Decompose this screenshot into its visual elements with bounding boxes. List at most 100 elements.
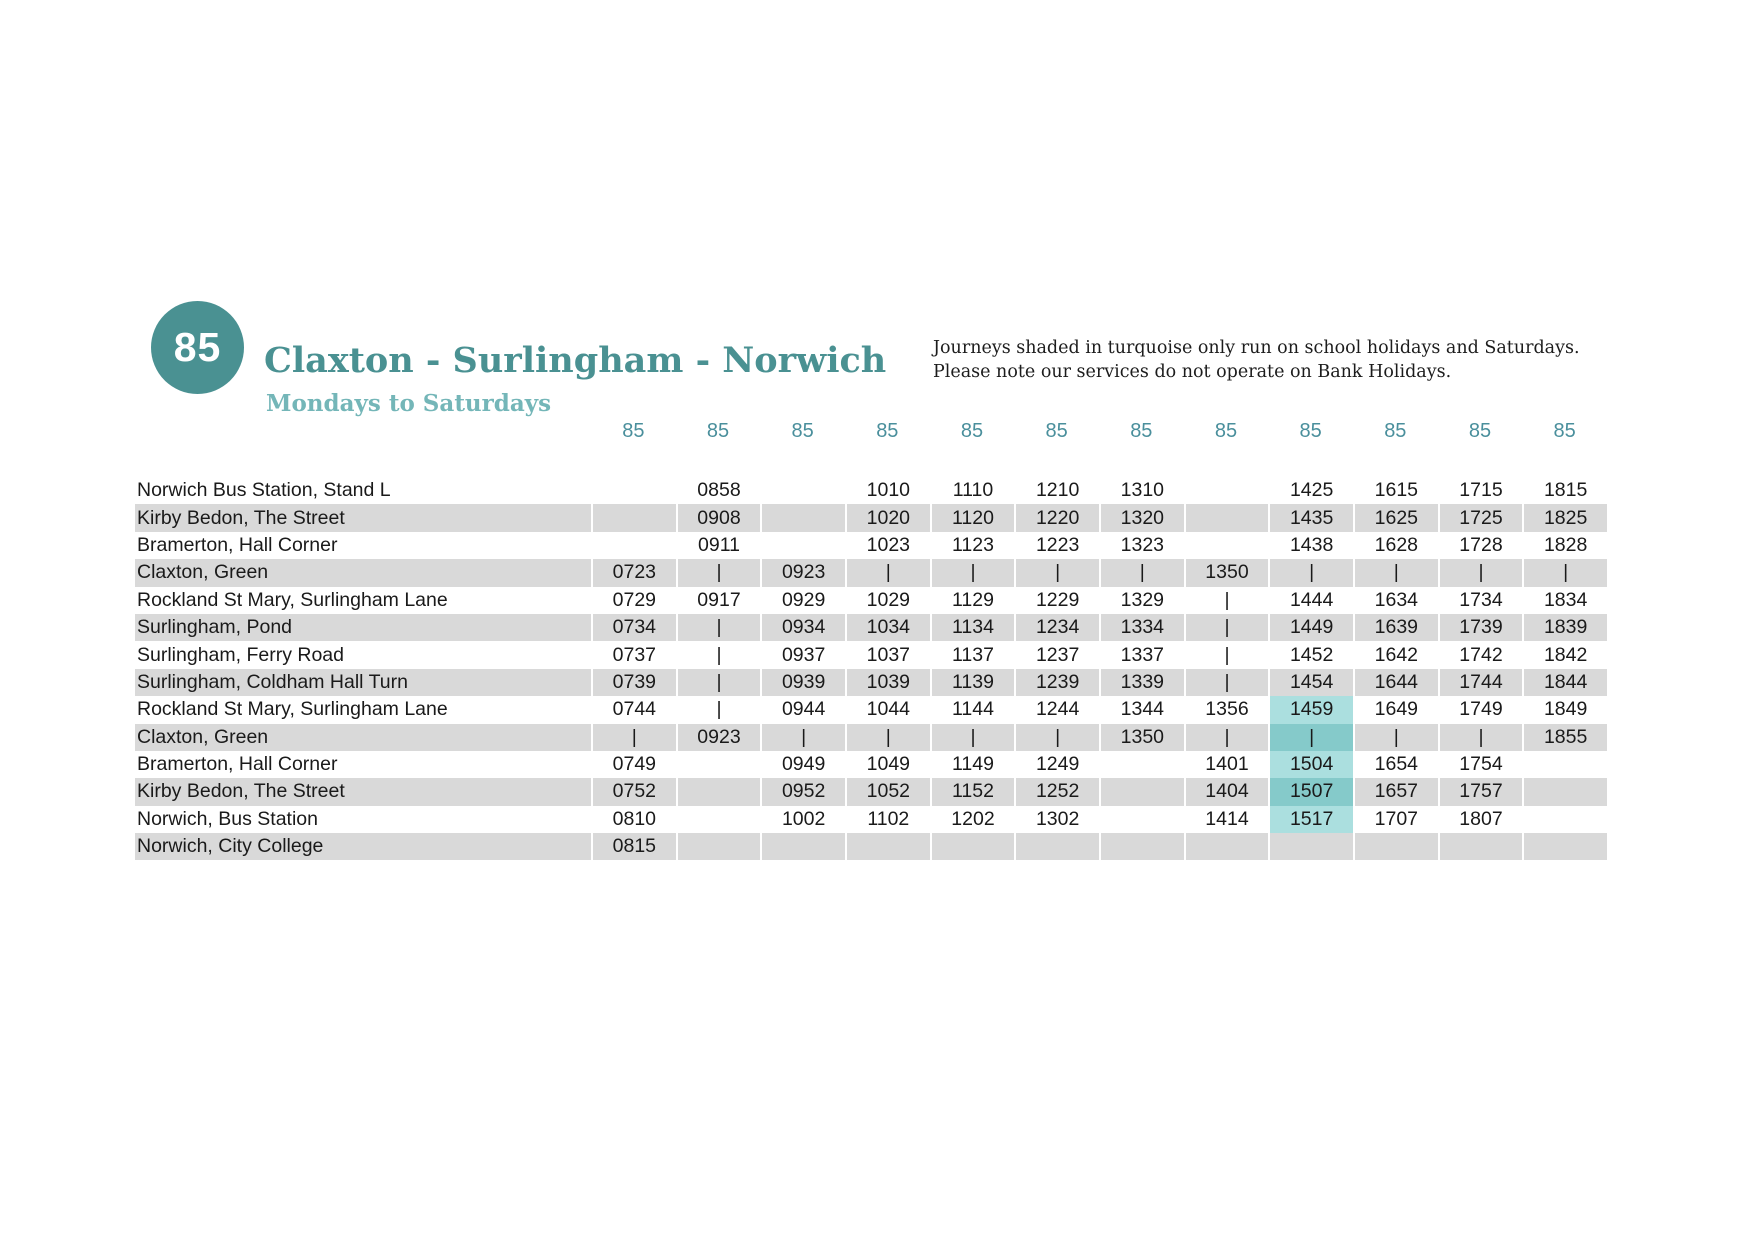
- time-cell: |: [929, 559, 1015, 587]
- time-cell: 1134: [929, 613, 1015, 642]
- time-cell: 1834: [1522, 586, 1607, 614]
- route-column-header: 85: [1384, 419, 1407, 442]
- time-cell: 1244: [1014, 696, 1099, 724]
- time-cell: 1152: [929, 778, 1015, 806]
- time-cell: 1339: [1098, 668, 1184, 697]
- time-cell: 1844: [1522, 668, 1607, 697]
- table-row: Rockland St Mary, Surlingham Lane 0729 091…: [135, 586, 1607, 614]
- time-cell: 0752: [591, 778, 676, 806]
- time-cell: 0923: [675, 723, 761, 751]
- time-cell: 1401: [1183, 750, 1269, 779]
- table-row: Kirby Bedon, The Street 0752 0952 1052 1152 1…: [135, 778, 1607, 806]
- time-cell: 1223: [1014, 531, 1099, 560]
- timetable: 85 85 85 85 85 85 85 85 85 85 85 85 Norwich Bus Sta…: [135, 418, 1607, 861]
- stop-name-cell: Kirby Bedon, The Street: [137, 506, 345, 529]
- time-cell: |: [675, 641, 761, 669]
- time-cell: 1438: [1268, 531, 1353, 560]
- time-cell: 0934: [760, 613, 845, 642]
- stop-name-cell: Surlingham, Ferry Road: [137, 643, 344, 666]
- time-cell: 1734: [1437, 586, 1523, 614]
- time-cell: 0729: [591, 586, 676, 614]
- time-cell: |: [1014, 723, 1099, 751]
- time-cell: 0815: [591, 833, 676, 861]
- time-cell: 1029: [844, 586, 930, 614]
- time-cell: 1020: [844, 504, 930, 532]
- time-cell: [675, 805, 761, 834]
- time-cell: |: [1183, 586, 1269, 614]
- stop-name-cell: Bramerton, Hall Corner: [137, 753, 338, 776]
- time-cell: 1517: [1268, 805, 1353, 834]
- time-cell: [1183, 833, 1269, 861]
- time-cell: [1522, 778, 1607, 806]
- time-cell: [1268, 833, 1353, 861]
- time-cell: 1749: [1437, 696, 1523, 724]
- time-cell: 0908: [675, 504, 761, 532]
- route-column-header: 85: [1214, 419, 1238, 442]
- table-row: Surlingham, Pond 0734 | 0934 1034 1134 1234 133…: [135, 613, 1607, 642]
- time-cell: [1183, 477, 1269, 505]
- time-cell: 1137: [929, 641, 1015, 669]
- timetable-body: Norwich Bus Station, Stand L 0858 1010 1110…: [135, 477, 1607, 861]
- stop-name-cell: Rockland St Mary, Surlingham Lane: [137, 588, 448, 611]
- time-cell: |: [1352, 559, 1438, 587]
- time-cell: 1825: [1522, 504, 1607, 532]
- time-cell: [760, 477, 845, 505]
- time-cell: 0723: [591, 559, 676, 587]
- time-cell: 1435: [1268, 504, 1353, 532]
- time-cell: 1102: [844, 805, 930, 834]
- time-cell: [1098, 833, 1184, 861]
- time-cell: 0917: [675, 586, 761, 614]
- time-cell: 1139: [929, 668, 1015, 697]
- time-cell: 1120: [929, 504, 1015, 532]
- time-cell: 0734: [591, 613, 676, 642]
- time-cell: 1123: [929, 531, 1015, 560]
- route-badge: 85: [151, 301, 244, 394]
- time-cell: 1110: [929, 477, 1015, 505]
- time-cell: 1849: [1522, 696, 1607, 724]
- route-column-header: 85: [706, 419, 730, 442]
- stop-name-cell: Surlingham, Coldham Hall Turn: [137, 670, 408, 693]
- time-cell: 1839: [1522, 613, 1607, 642]
- stop-name-cell: Surlingham, Pond: [137, 616, 293, 639]
- service-note-line-1: Journeys shaded in turquoise only run on…: [933, 338, 1580, 358]
- time-cell: 1329: [1098, 586, 1184, 614]
- time-cell: |: [1098, 559, 1184, 587]
- time-cell: 1044: [844, 696, 930, 724]
- time-cell: |: [1522, 559, 1607, 587]
- time-cell: |: [591, 723, 676, 751]
- time-cell: [1098, 778, 1184, 806]
- time-cell: |: [1437, 559, 1523, 587]
- timetable-days-subtitle: Mondays to Saturdays: [266, 390, 552, 417]
- time-cell: [1183, 531, 1269, 560]
- time-cell: [1014, 833, 1099, 861]
- time-cell: 1034: [844, 613, 930, 642]
- time-cell: 0952: [760, 778, 845, 806]
- table-row: Norwich Bus Station, Stand L 0858 1010 1110…: [135, 477, 1607, 505]
- time-cell: 1404: [1183, 778, 1269, 806]
- time-cell: 1337: [1098, 641, 1184, 669]
- time-cell: [1522, 805, 1607, 834]
- time-cell: [591, 504, 676, 532]
- route-column-header: 85: [960, 419, 984, 442]
- table-row: Bramerton, Hall Corner 0749 0949 1049 1149 12…: [135, 750, 1607, 779]
- time-cell: 1815: [1522, 477, 1607, 505]
- time-cell: 1634: [1352, 586, 1438, 614]
- route-column-header: 85: [1045, 419, 1068, 442]
- time-cell: |: [1014, 559, 1099, 587]
- time-cell: 1715: [1437, 477, 1523, 505]
- time-cell: 0937: [760, 641, 845, 669]
- time-cell: 0923: [760, 559, 845, 587]
- time-cell: 1350: [1098, 723, 1184, 751]
- time-cell: 1310: [1098, 477, 1184, 505]
- time-cell: 0744: [591, 696, 676, 724]
- time-cell: |: [760, 723, 845, 751]
- time-cell: 1052: [844, 778, 930, 806]
- time-cell: 1757: [1437, 778, 1523, 806]
- time-cell: 1459: [1268, 696, 1353, 724]
- time-cell: |: [1183, 641, 1269, 669]
- time-cell: 1356: [1183, 696, 1269, 724]
- time-cell: 0749: [591, 750, 676, 779]
- time-cell: |: [1352, 723, 1438, 751]
- time-cell: |: [1183, 668, 1269, 697]
- table-row: Claxton, Green | 0923 | | | | 1350 | | | | 1855: [135, 723, 1607, 751]
